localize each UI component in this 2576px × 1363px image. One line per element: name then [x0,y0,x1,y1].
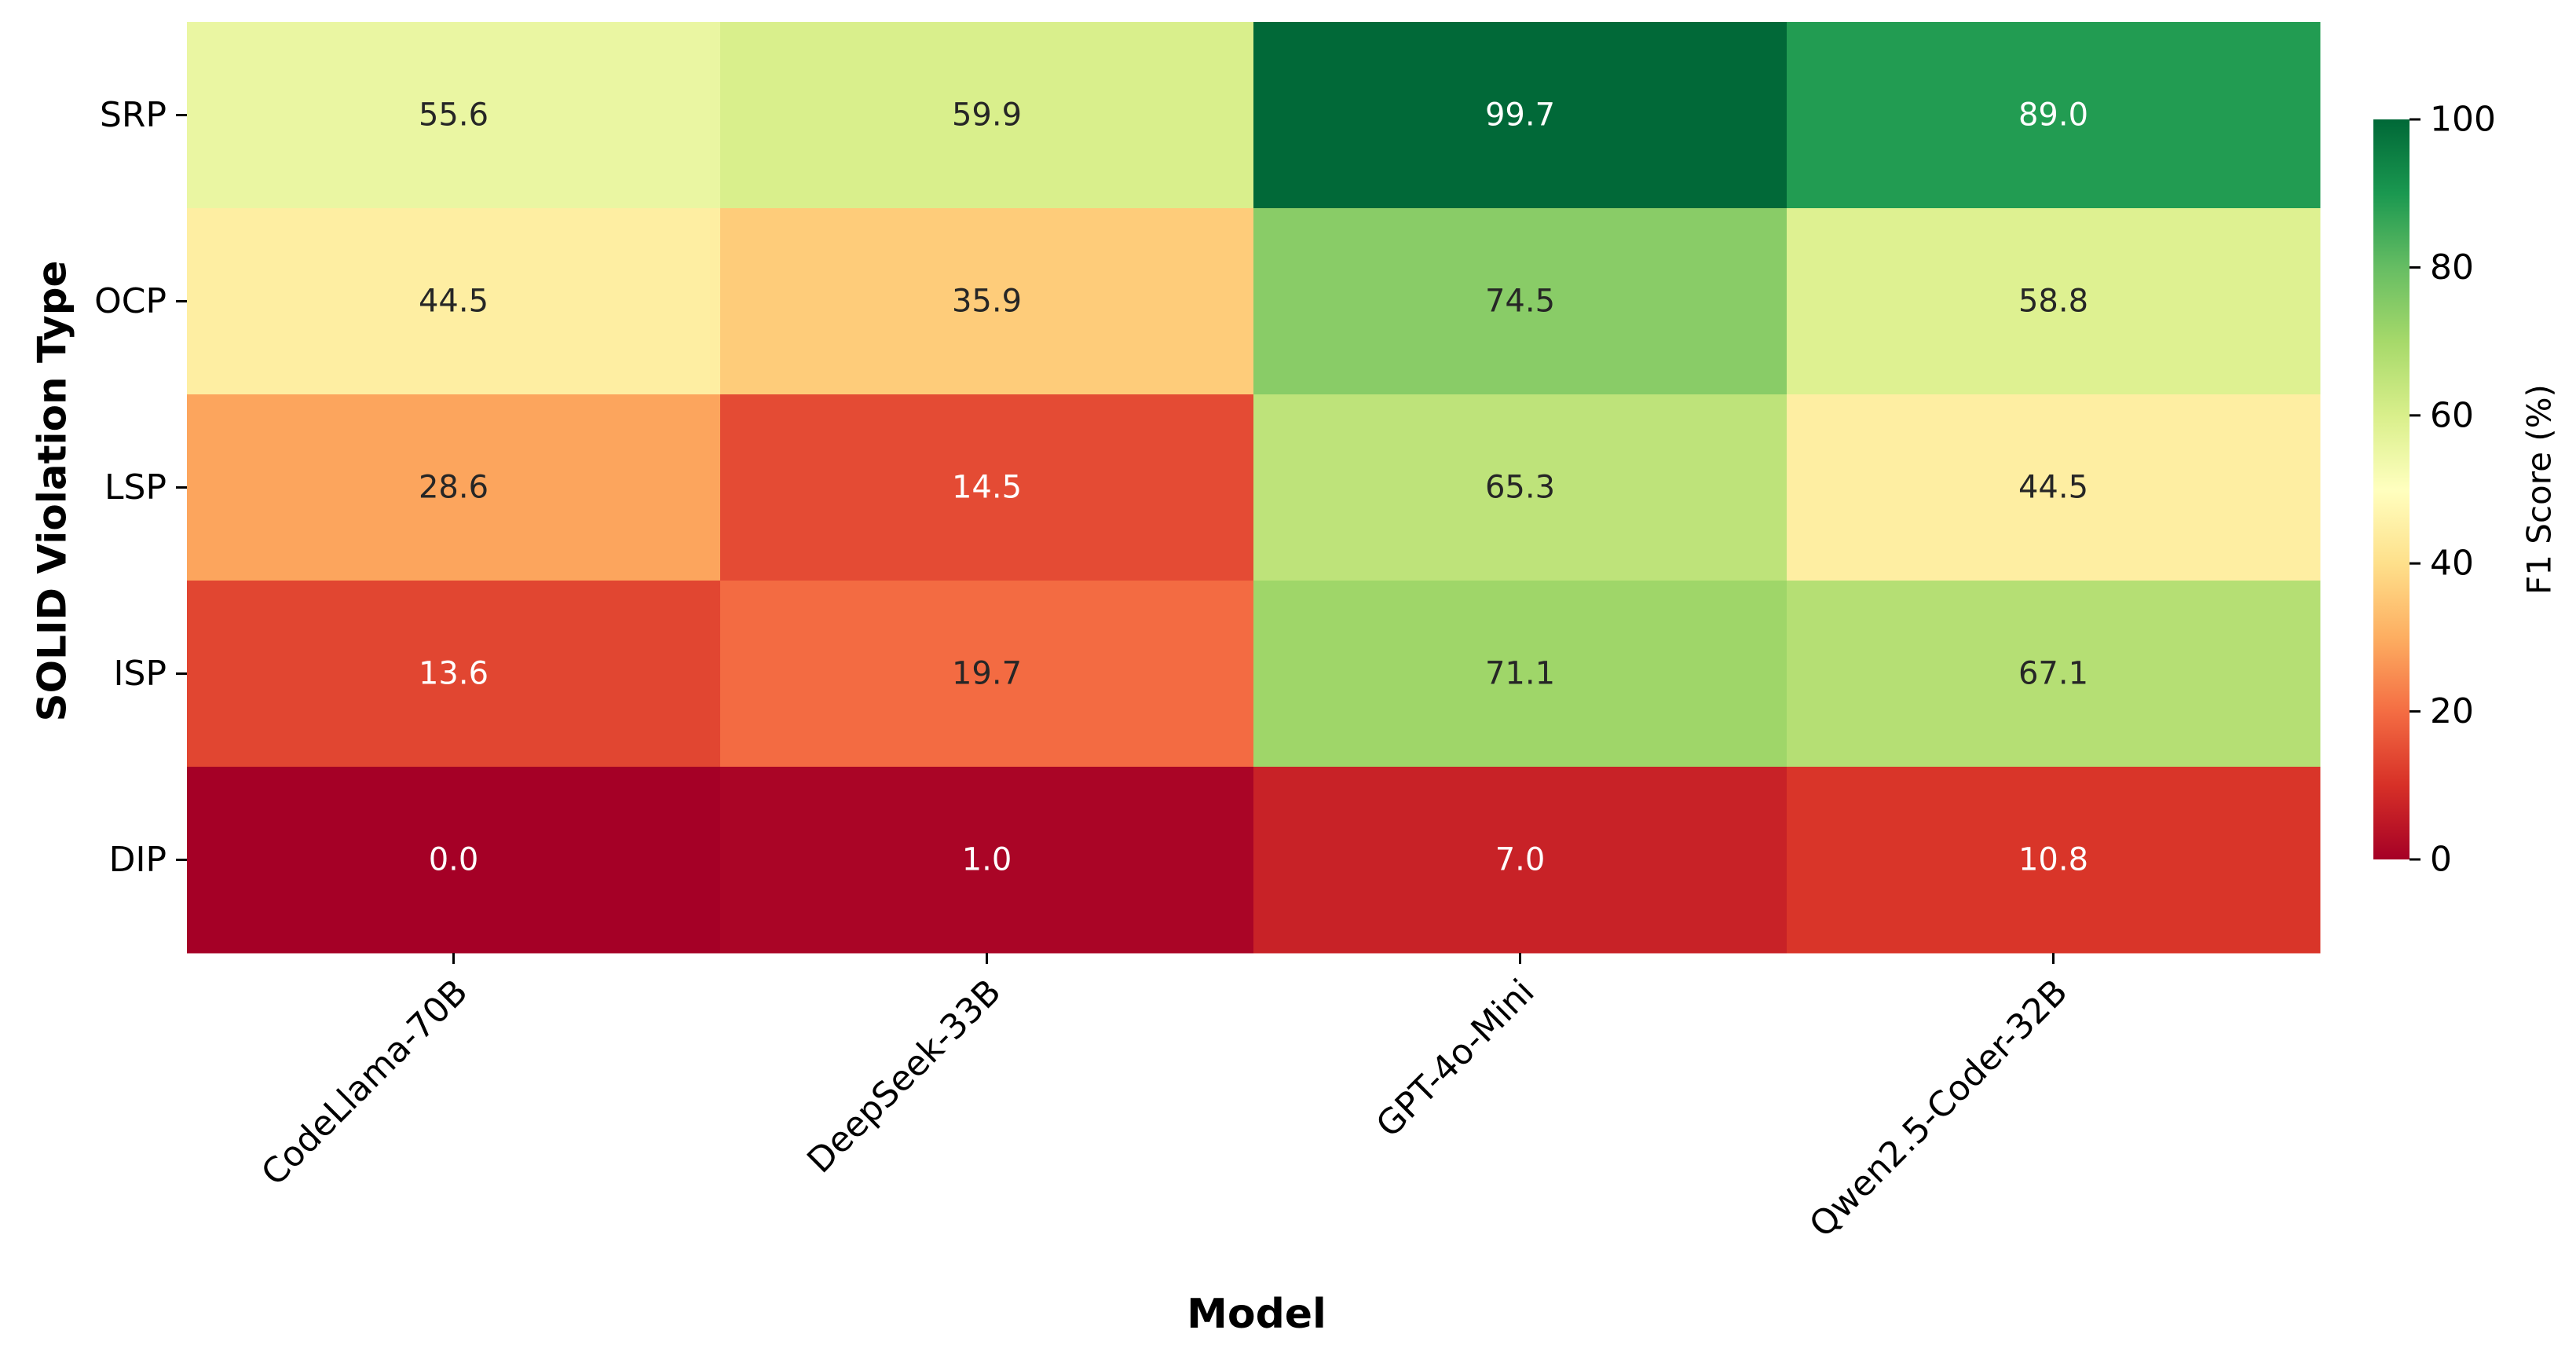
cell-value-label: 74.5 [1485,284,1555,320]
colorbar-tick-label: 100 [2430,100,2496,140]
heatmap-cell [187,394,721,581]
x-axis-title: Model [1187,1291,1326,1338]
heatmap-cell [1787,581,2321,768]
cell-value-label: 0.0 [429,842,479,878]
heatmap-cell [720,394,1254,581]
cell-value-label: 7.0 [1495,842,1546,878]
x-tick-label: CodeLlama-70B [254,972,475,1193]
cell-value-label: 19.7 [952,656,1022,692]
heatmap-cell [1787,394,2321,581]
x-tick-label: DeepSeek-33B [800,972,1008,1181]
cell-value-label: 1.0 [962,842,1012,878]
y-tick-label: OCP [94,281,166,321]
heatmap-cell [720,208,1254,395]
cell-value-label: 13.6 [419,656,488,692]
cell-value-label: 44.5 [419,284,488,320]
cell-value-label: 71.1 [1485,656,1555,692]
cell-value-label: 67.1 [2018,656,2088,692]
cell-value-label: 65.3 [1485,470,1555,506]
heatmap-cell [187,581,721,768]
cell-value-label: 58.8 [2018,284,2088,320]
y-tick-label: LSP [104,467,166,507]
cell-value-label: 59.9 [952,97,1022,134]
x-tick-label: GPT-4o-Mini [1369,972,1542,1145]
cell-value-label: 10.8 [2018,842,2088,878]
colorbar-tick-label: 40 [2430,544,2474,584]
heatmap-cell [187,208,721,395]
heatmap-cell [1787,767,2321,954]
heatmap-cell [1253,22,1787,209]
y-tick-label: ISP [114,654,166,694]
heatmap-cell [1253,581,1787,768]
colorbar-tick-label: 20 [2430,691,2474,731]
heatmap-cell [1253,767,1787,954]
colorbar-tick-label: 60 [2430,395,2474,435]
heatmap-cells: 55.6 59.9 99.7 89.0 44.5 35.9 74.5 58.8 28.6 14.5… [187,22,2321,954]
cell-value-label: 35.9 [952,284,1022,320]
cell-value-label: 44.5 [2018,470,2088,506]
cell-value-label: 28.6 [419,470,488,506]
cell-value-label: 55.6 [419,97,488,134]
cell-value-label: 14.5 [952,470,1022,506]
y-tick-label: DIP [109,840,166,880]
heatmap-cell [720,22,1254,209]
colorbar-tick-label: 0 [2430,840,2452,880]
y-tick-label: SRP [100,95,166,135]
y-axis: SRP OCP LSP ISP DIP [94,95,187,880]
x-axis: CodeLlama-70B DeepSeek-33B GPT-4o-Mini Qwen… [254,953,2076,1245]
heatmap-cell [1253,208,1787,395]
heatmap-cell [1253,394,1787,581]
y-axis-title: SOLID Violation Type [30,261,75,722]
heatmap-cell [187,767,721,954]
heatmap-cell [1787,208,2321,395]
heatmap-cell [187,22,721,209]
heatmap-cell [1787,22,2321,209]
heatmap-cell [720,767,1254,954]
x-tick-label: Qwen2.5-Coder-32B [1802,972,2075,1245]
colorbar-gradient [2373,119,2410,859]
heatmap-cell [720,581,1254,768]
colorbar: 0 20 40 60 80 100 [2373,100,2496,880]
cell-value-label: 89.0 [2018,97,2088,134]
colorbar-tick-label: 80 [2430,247,2474,288]
colorbar-label: F1 Score (%) [2520,384,2559,595]
cell-value-label: 99.7 [1485,97,1555,134]
